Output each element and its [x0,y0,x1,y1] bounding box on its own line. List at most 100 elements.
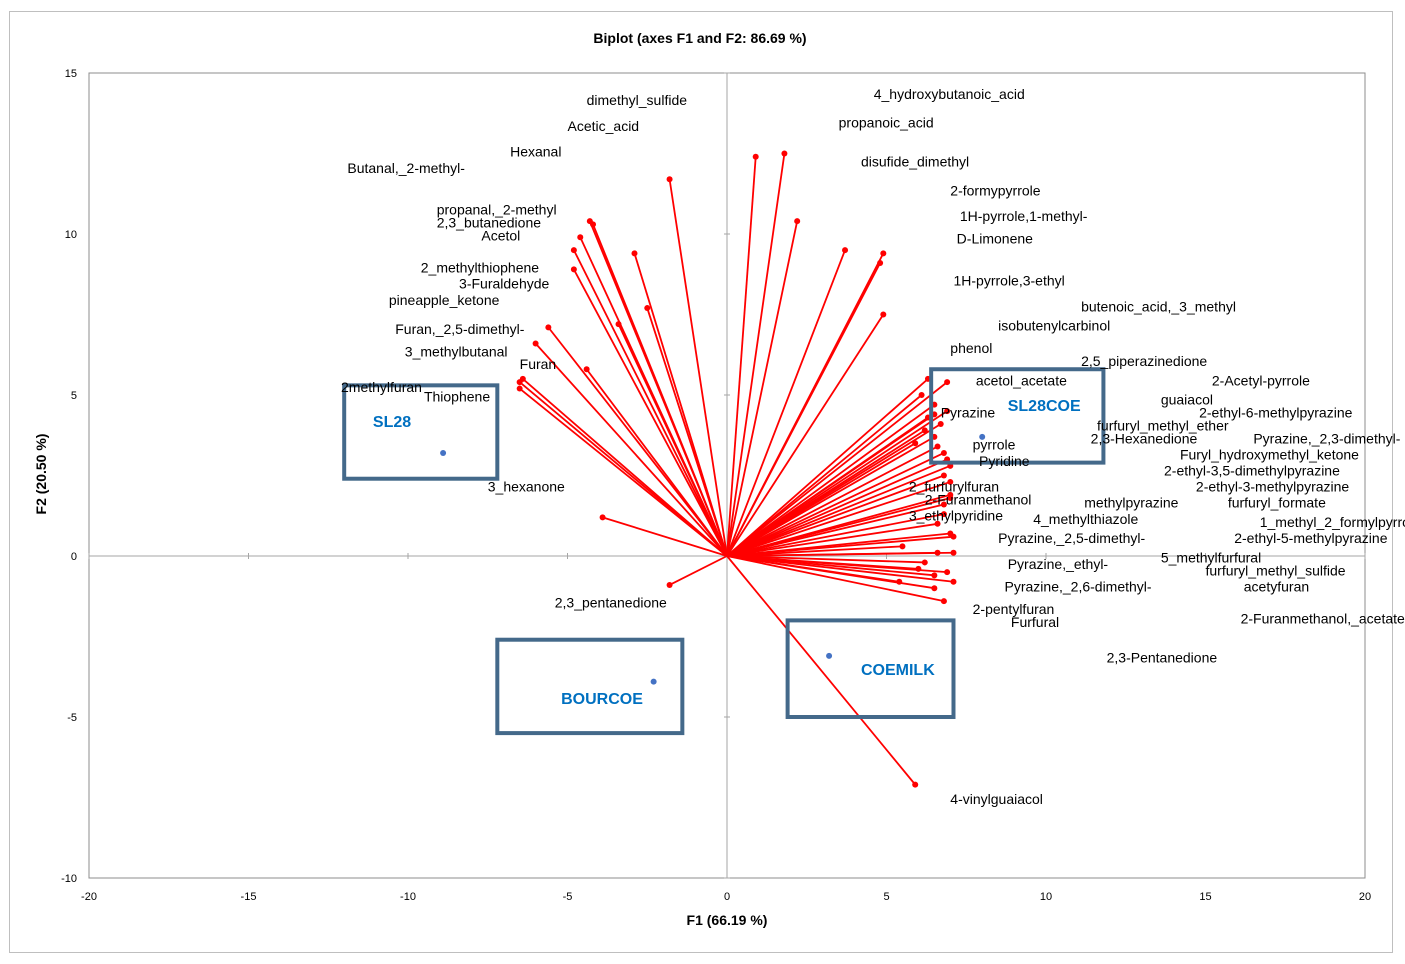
variable-vector [726,513,945,557]
variable-vector [726,522,938,557]
variable-label: pyrrole [973,437,1016,453]
variable-label: Hexanal [510,144,561,160]
variable-vector [726,403,935,557]
observation-point [979,433,986,440]
variable-label: 2-ethyl-6-methylpyrazine [1199,405,1352,421]
variable-vector [726,252,885,557]
variable-vector [726,220,799,557]
variable-vector [585,368,728,557]
variable-point [947,478,954,485]
variable-vector [726,249,846,557]
y-tick-label: -10 [61,873,77,885]
variable-vector [726,535,954,557]
variable-point [950,533,957,540]
variable-point [570,247,577,254]
variable-label: 5_methylfurfural [1161,549,1261,565]
variable-label: 2-pentylfuran [973,601,1055,617]
variable-point [915,565,922,572]
y-tick-label: 0 [71,551,77,563]
variable-vector [726,555,919,570]
variable-vector [726,442,916,557]
observation-box [929,367,1106,465]
variable-label: 1H-pyrrole,3-ethyl [953,273,1064,289]
variable-label: Furan,_2,5-dimethyl- [395,321,525,337]
variable-label: 3-Furaldehyde [459,276,549,292]
variable-vector [726,481,951,557]
variable-label: Pyridine [979,453,1030,469]
variable-label: 2,3_pentanedione [555,595,667,611]
variable-point [666,176,673,183]
variable-point [899,543,906,550]
variable-point [583,366,590,373]
x-tick-label: -15 [241,891,257,903]
variable-vector [726,416,929,557]
x-tick-label: 5 [883,891,889,903]
variable-point [921,559,928,566]
y-tick-label: 15 [65,68,77,80]
variable-point [842,247,849,254]
observation-point [826,652,833,659]
variable-point [940,501,947,508]
variable-label: 4_methylthiazole [1033,511,1138,527]
variable-label: Pyrazine,_2,5-dimethyl- [998,530,1145,546]
variable-point [934,549,941,556]
observation-box [342,383,500,481]
x-tick-label: 0 [724,891,730,903]
variable-label: pineapple_ketone [389,292,500,308]
x-tick-label: 15 [1199,891,1211,903]
variable-vector [547,326,728,557]
y-tick-label: 10 [65,229,77,241]
variable-point [752,153,759,160]
variable-label: 3_ethylpyridine [909,508,1003,524]
variable-vector [668,179,728,557]
observation-label: SL28COE [1008,398,1081,415]
variable-point [944,408,951,415]
variable-label: furfuryl_formate [1228,495,1326,511]
x-tick-label: -10 [400,891,416,903]
variable-point [880,250,887,257]
variable-vector [726,394,923,557]
observation-label: COEMILK [861,662,935,679]
variable-point [570,266,577,273]
variable-vector [726,445,938,557]
variable-label: Furfural [1011,614,1059,630]
variable-point [590,221,597,228]
variable-vector [669,555,728,586]
variable-vector [726,153,786,557]
plot-area: -20 -15 -10 -5 0 5 10 15 20 -10 -5 0 5 10 15 SL28 SL28CO… [61,68,1405,903]
variable-label: 2_methylthiophene [421,260,540,276]
variable-vector [726,555,945,602]
variable-label: 4-vinylguaiacol [950,791,1043,807]
observation-box [495,637,685,736]
variable-vector [726,555,925,564]
variable-label: isobutenylcarbinol [998,318,1110,334]
variable-point [545,324,552,331]
variable-point [944,379,951,386]
variable-point [934,443,941,450]
variable-vector [726,458,948,557]
variable-label: 2_furfurylfuran [909,479,999,495]
observation-box [785,618,956,720]
observation-point [440,449,447,456]
y-tick-label: -5 [67,712,77,724]
variable-label: furfuryl_methyl_ether [1097,417,1229,433]
x-axis-title: F1 (66.19 %) [687,912,768,928]
variable-point [877,259,884,266]
variable-label: 3_methylbutanal [405,343,508,359]
x-tick-label: -5 [563,891,573,903]
variable-point [880,311,887,318]
variable-vector [519,387,728,557]
variable-point [666,581,673,588]
variable-vector [726,429,926,557]
variable-label: 2,3-Pentanedione [1107,649,1218,665]
variable-label: propanal,_2-methyl [437,202,557,218]
variable-vector [726,156,757,557]
variable-point [631,250,638,257]
observation-label: BOURCOE [561,691,643,708]
chart-title: Biplot (axes F1 and F2: 86.69 %) [593,30,806,46]
variable-label: Butanal,_2-methyl- [347,160,465,176]
variable-point [896,578,903,585]
variable-label: 2-Furanmethanol [925,491,1032,507]
variable-label: 2-Furanmethanol,_acetate [1241,611,1405,627]
variable-vector [602,516,728,557]
